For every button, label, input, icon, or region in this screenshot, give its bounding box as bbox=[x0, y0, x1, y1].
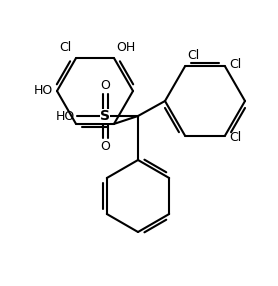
Text: O: O bbox=[100, 79, 110, 92]
Text: Cl: Cl bbox=[229, 131, 241, 144]
Text: S: S bbox=[100, 109, 110, 123]
Text: HO: HO bbox=[34, 84, 53, 98]
Text: Cl: Cl bbox=[60, 41, 72, 54]
Text: O: O bbox=[100, 140, 110, 153]
Text: Cl: Cl bbox=[187, 49, 199, 62]
Text: OH: OH bbox=[116, 41, 135, 54]
Text: Cl: Cl bbox=[229, 58, 241, 71]
Text: HO: HO bbox=[56, 110, 75, 122]
